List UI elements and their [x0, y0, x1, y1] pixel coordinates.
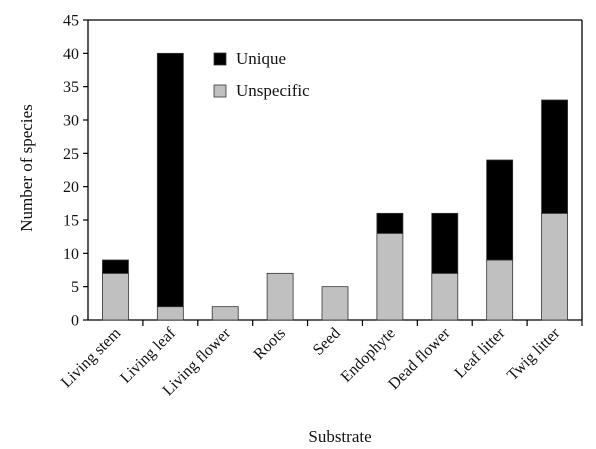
x-tick-label: Seed — [310, 325, 344, 359]
bar-unspecific-living-stem — [102, 272, 129, 321]
y-axis-title: Number of species — [17, 104, 36, 231]
bar-unique-dead-flower — [431, 212, 459, 274]
legend-swatch-unique — [213, 52, 227, 66]
y-tick-label: 30 — [63, 113, 79, 130]
bar-unspecific-endophyte — [376, 232, 404, 321]
x-tick-label: Leaf litter — [452, 324, 509, 381]
bar-unspecific-dead-flower — [431, 272, 459, 321]
legend: Unique Unspecific — [213, 49, 310, 100]
legend-label-unspecific: Unspecific — [236, 81, 310, 100]
y-tick-label: 25 — [63, 146, 79, 163]
y-tick-label: 15 — [63, 213, 79, 230]
bar-unspecific-leaf-litter — [486, 259, 514, 321]
y-tick-label: 45 — [63, 13, 79, 30]
x-tick-label: Twig litter — [504, 324, 564, 384]
y-tick-label: 20 — [63, 179, 79, 196]
x-axis-title: Substrate — [308, 427, 371, 446]
bar-unspecific-living-leaf — [156, 306, 184, 321]
bar-unique-living-stem — [102, 259, 129, 274]
bar-unspecific-seed — [321, 286, 349, 321]
y-axis: 0 5 10 15 20 25 30 35 40 45 — [63, 13, 88, 330]
y-tick-label: 40 — [63, 46, 79, 63]
x-tick-label: Roots — [251, 325, 289, 363]
legend-label-unique: Unique — [236, 49, 286, 68]
y-tick-label: 10 — [63, 246, 79, 263]
y-tick-label: 0 — [71, 313, 79, 330]
bar-unique-living-leaf — [156, 52, 184, 308]
x-tick-label: Living stem — [58, 324, 125, 391]
bar-unspecific-living-flower — [211, 306, 239, 321]
bar-unique-twig-litter — [541, 99, 568, 214]
bar-unspecific-twig-litter — [541, 212, 568, 321]
y-tick-label: 5 — [71, 279, 79, 296]
legend-swatch-unspecific — [213, 84, 227, 98]
bar-unspecific-roots — [266, 272, 294, 321]
bar-unique-leaf-litter — [486, 159, 514, 261]
y-tick-label: 35 — [63, 79, 79, 96]
bars — [102, 52, 568, 321]
bar-unique-endophyte — [376, 212, 404, 234]
